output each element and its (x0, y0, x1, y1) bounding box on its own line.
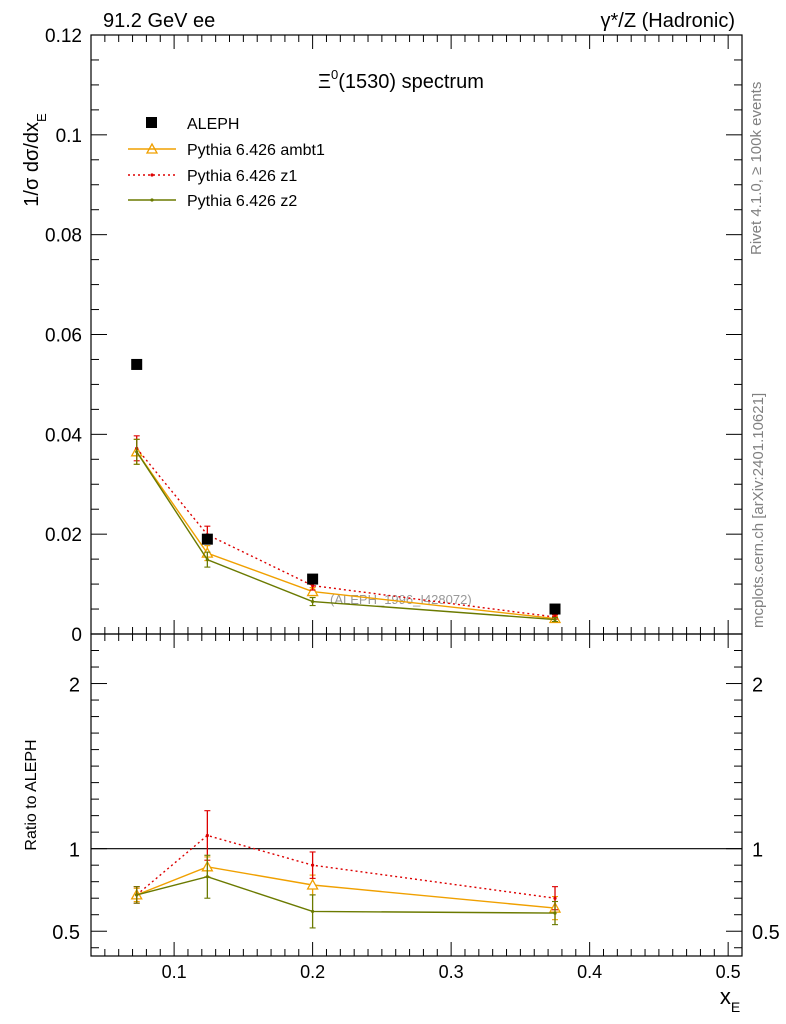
x-tick-label: 0.3 (439, 962, 464, 982)
main-pythia-6-426-z2-point (311, 599, 315, 604)
x-tick-label: 0.2 (300, 962, 325, 982)
ratio-pythia-6-426-z1-point (205, 833, 209, 838)
ratio-pythia-6-426-z1-point (311, 863, 315, 867)
main-pythia-6-426-z2-point (135, 450, 139, 454)
ratio-pythia-6-426-z2-point (311, 909, 315, 914)
ratio-plot-frame (90, 633, 743, 957)
main-aleph-point (549, 603, 561, 615)
legend-marker-aleph (146, 117, 157, 128)
ratio-y-axis-title: Ratio to ALEPH (23, 739, 40, 850)
main-y-tick-label: 0.04 (45, 425, 82, 446)
legend-label-z1: Pythia 6.426 z1 (187, 168, 297, 185)
legend-marker-ambt1 (145, 142, 159, 154)
ratio-pythia-6-426-z2-line (136, 876, 556, 914)
mcplots-label: mcplots.cern.ch [arXiv:2401.10621] (750, 393, 767, 628)
main-y-tick-label: 0.12 (45, 26, 82, 47)
ratio-pythia-6-426-z2-point (135, 893, 139, 897)
x-tick-label: 0.5 (716, 962, 741, 982)
x-tick-label: 0.1 (162, 962, 187, 982)
ratio-y-tick-label: 2 (69, 675, 80, 697)
main-pythia-6-426-ambt1-point (306, 585, 319, 597)
main-pythia-6-426-z1-line (136, 447, 556, 618)
main-y-tick-label: 0.02 (45, 525, 82, 546)
main-aleph-point (307, 573, 319, 585)
ratio-pythia-6-426-ambt1-line (136, 866, 556, 909)
main-y-tick-label: 0.1 (56, 126, 82, 147)
main-aleph-point (131, 358, 143, 370)
ratio-pythia-6-426-ambt1-point (306, 878, 319, 890)
main-pythia-6-426-z1-point (311, 583, 315, 588)
ratio-y-tick-label: 1 (69, 840, 80, 862)
legend-marker-z2 (150, 198, 154, 202)
main-pythia-6-426-z2-point (205, 558, 209, 562)
main-y-tick-label: 0 (71, 625, 82, 646)
reference-label: (ALEPH_1996_I428072) (330, 592, 472, 607)
plot-title: Ξ0(1530) spectrum (318, 67, 484, 93)
main-y-tick-label: 0.06 (45, 326, 82, 347)
ratio-y-tick-label-right: 1 (752, 840, 763, 862)
process-label: γ*/Z (Hadronic) (601, 10, 735, 32)
legend-marker-z1 (150, 173, 154, 177)
legend-label-ambt1: Pythia 6.426 ambt1 (187, 142, 325, 159)
legend-label-z2: Pythia 6.426 z2 (187, 193, 297, 210)
ratio-pythia-6-426-z2-point (553, 911, 557, 915)
ratio-pythia-6-426-z1-point (553, 896, 557, 900)
main-aleph-point (201, 533, 213, 545)
main-pythia-6-426-z2-line (136, 451, 556, 621)
main-y-axis-title: 1/σ dσ/dxE (21, 113, 49, 207)
legend-label-aleph: ALEPH (187, 116, 239, 133)
x-axis-title: xE (720, 984, 740, 1015)
ratio-y-tick-label-right: 2 (752, 675, 763, 697)
ratio-y-tick-label: 0.5 (52, 922, 80, 944)
ratio-pythia-6-426-z2-point (205, 875, 209, 879)
x-tick-label: 0.4 (577, 962, 602, 982)
ratio-pythia-6-426-z1-line (136, 834, 556, 899)
main-y-tick-label: 0.08 (45, 226, 82, 247)
main-pythia-6-426-ambt1-line (136, 451, 556, 620)
main-pythia-6-426-z2-point (553, 617, 557, 622)
legend: ALEPH Pythia 6.426 ambt1 Pythia 6.426 z1… (128, 116, 325, 210)
ratio-y-tick-label-right: 0.5 (752, 922, 780, 944)
rivet-version-label: Rivet 4.1.0, ≥ 100k events (748, 82, 765, 255)
energy-label: 91.2 GeV ee (103, 10, 215, 32)
